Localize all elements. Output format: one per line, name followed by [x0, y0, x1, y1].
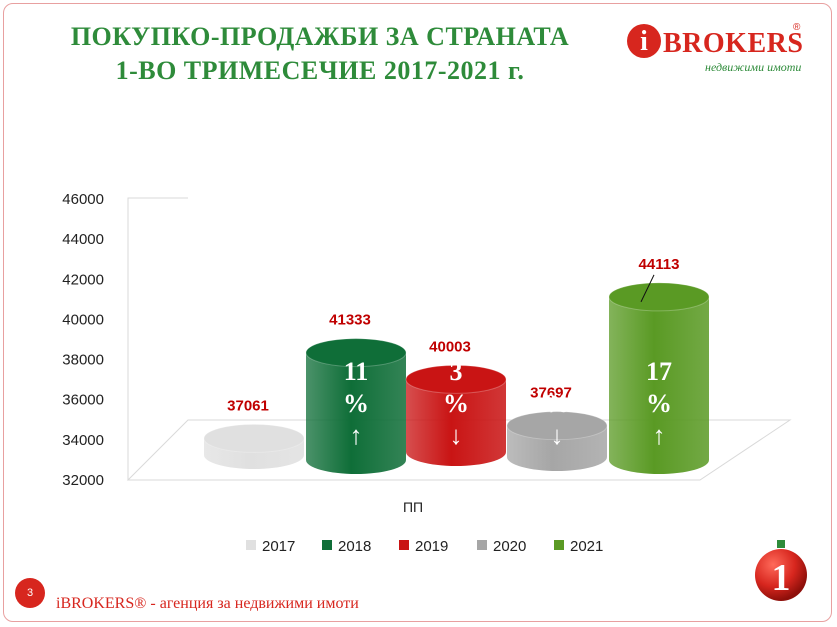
y-tick-label: 34000 [62, 432, 104, 449]
svg-text:1: 1 [772, 557, 791, 599]
footer-text: iBROKERS® - агенция за недвижими имоти [56, 595, 359, 612]
leader-line [640, 274, 655, 303]
legend-label: 2020 [493, 538, 526, 555]
legend-label: 2017 [262, 538, 295, 555]
bar-body [306, 352, 406, 474]
y-tick-label: 44000 [62, 231, 104, 248]
chart-title-line-2: 1-ВО ТРИМЕСЕЧИЕ 2017-2021 г. [115, 56, 525, 85]
legend-label: 2019 [415, 538, 448, 555]
y-tick-label: 40000 [62, 311, 104, 328]
y-tick-label: 38000 [62, 352, 104, 369]
bar-top [203, 423, 305, 453]
legend-label: 2018 [338, 538, 371, 555]
y-tick-label: 42000 [62, 271, 104, 288]
legend-swatch [477, 540, 487, 550]
legend-swatch [246, 540, 256, 550]
bar-2019 [405, 364, 507, 466]
ibrokers-logo: i BROKERS ® недвижими имоти [627, 20, 807, 75]
bar-2017 [203, 423, 305, 469]
change-annotation: % [646, 389, 672, 418]
logo-registered-mark: ® [793, 22, 801, 33]
logo-name: BROKERS [663, 28, 804, 59]
change-annotation: % [443, 389, 469, 418]
change-annotation: 5.8 [541, 357, 574, 386]
chart-title-line-1: ПОКУПКО-ПРОДАЖБИ ЗА СТРАНАТА [70, 22, 570, 51]
slide-frame [3, 3, 832, 622]
change-annotation: ↓ [551, 421, 564, 450]
data-label: 37697 [530, 385, 572, 402]
bar-2020 [506, 411, 608, 471]
legend-swatch [399, 540, 409, 550]
change-annotation: ↑ [653, 421, 666, 450]
y-tick-label: 32000 [62, 472, 104, 489]
data-label: 37061 [227, 397, 269, 414]
bar-top [506, 411, 608, 441]
change-annotation: ↓ [450, 421, 463, 450]
data-label: 44113 [639, 256, 680, 273]
y-tick-label: 36000 [62, 392, 104, 409]
y-tick-label: 46000 [62, 191, 104, 208]
logo-subtitle: недвижими имоти [705, 60, 802, 74]
logo-i-badge: i [627, 24, 661, 58]
change-annotation: 3 [450, 357, 463, 386]
data-label: 41333 [329, 312, 371, 329]
page-number-badge: 3 [15, 578, 45, 608]
chart-back-wall [127, 197, 188, 480]
change-annotation: 17 [646, 357, 672, 386]
data-label: 40003 [429, 338, 471, 355]
x-category-label: ПП [403, 499, 423, 515]
bar-2018 [305, 338, 407, 474]
change-annotation: % [544, 389, 570, 418]
bar-top [608, 282, 710, 312]
bar-top [405, 364, 507, 394]
change-annotation: 11 [344, 357, 369, 386]
ibrokers-ball-icon: 1 [755, 540, 807, 601]
bar-body [609, 296, 709, 474]
bar-body [406, 379, 506, 466]
legend-swatch [322, 540, 332, 550]
change-annotation: % [343, 389, 369, 418]
legend-swatch [554, 540, 564, 550]
legend-label: 2021 [570, 538, 603, 555]
bar-top [305, 338, 407, 368]
change-annotation: ↑ [350, 421, 363, 450]
bar-2021 [608, 282, 710, 474]
